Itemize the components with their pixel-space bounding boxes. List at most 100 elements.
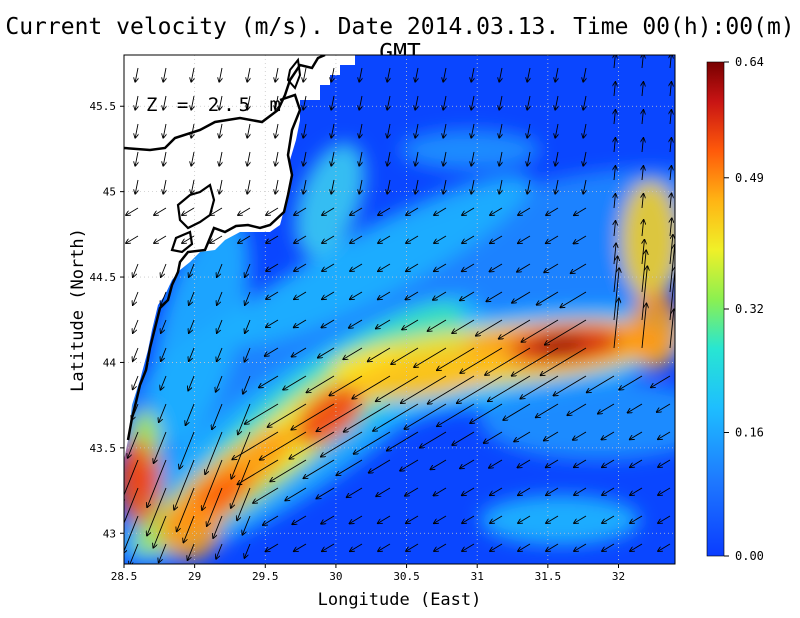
velocity-arrow [219, 95, 222, 110]
velocity-arrow [544, 431, 559, 441]
velocity-arrow [303, 95, 306, 110]
velocity-arrow [253, 487, 279, 503]
velocity-arrow [471, 151, 474, 166]
velocity-arrow [404, 403, 447, 429]
velocity-arrow [406, 207, 419, 215]
velocity-arrow [471, 67, 474, 82]
velocity-arrow [443, 179, 446, 194]
velocity-arrow [642, 82, 643, 97]
velocity-arrow [217, 319, 223, 333]
velocity-arrow [289, 431, 335, 459]
velocity-arrow [135, 151, 138, 166]
velocity-arrow [322, 291, 335, 299]
velocity-arrow [132, 403, 139, 420]
velocity-arrow [275, 67, 278, 82]
velocity-arrow [245, 347, 251, 362]
velocity-arrow [133, 319, 139, 333]
x-axis-ticks: 28.5 29 29.5 30 30.5 31 31.5 32 [111, 564, 625, 583]
velocity-arrow [322, 543, 335, 551]
velocity-arrow [462, 207, 475, 215]
velocity-arrow [415, 95, 418, 110]
velocity-arrow [503, 403, 531, 420]
velocity-arrow [430, 459, 447, 469]
velocity-arrow [574, 543, 587, 551]
velocity-arrow [499, 319, 531, 339]
velocity-arrow [154, 235, 167, 243]
colorbar-ticks: 0.00 0.16 0.32 0.49 0.64 [724, 55, 764, 563]
velocity-arrow [183, 515, 195, 542]
velocity-arrow [391, 347, 419, 364]
velocity-arrow [368, 347, 391, 361]
velocity-arrow [292, 347, 307, 357]
velocity-arrow [294, 207, 307, 215]
velocity-arrow [268, 403, 307, 427]
velocity-arrow [428, 319, 447, 331]
velocity-arrow [614, 244, 616, 265]
velocity-arrow [294, 291, 307, 299]
velocity-arrow [219, 179, 222, 194]
velocity-arrow [669, 235, 673, 265]
velocity-arrow [318, 347, 335, 358]
velocity-arrow [307, 375, 335, 392]
velocity-arrow [434, 207, 447, 215]
velocity-arrow [387, 151, 390, 166]
velocity-arrow [434, 263, 447, 271]
velocity-arrow [490, 263, 503, 271]
velocity-arrow [129, 543, 139, 564]
velocity-arrow [216, 543, 223, 559]
velocity-arrow [670, 110, 671, 125]
velocity-arrow [161, 263, 167, 277]
velocity-arrow [527, 95, 530, 110]
velocity-arrow [490, 235, 503, 243]
velocity-arrow [573, 431, 587, 440]
velocity-arrow [518, 487, 531, 495]
velocity-arrow [303, 151, 306, 166]
velocity-arrow [294, 235, 307, 243]
velocity-arrow [238, 403, 251, 434]
velocity-arrow [350, 543, 363, 551]
velocity-arrow [443, 67, 446, 82]
velocity-arrow [462, 235, 475, 243]
velocity-arrow [331, 151, 334, 166]
velocity-arrow [630, 459, 643, 467]
velocity-arrow [376, 319, 391, 329]
velocity-arrow [303, 67, 306, 82]
velocity-arrow [303, 179, 306, 194]
velocity-arrow [275, 123, 278, 138]
velocity-arrow [350, 207, 363, 215]
velocity-arrow [128, 431, 139, 458]
velocity-arrow [583, 95, 586, 110]
velocity-arrow [163, 179, 166, 194]
velocity-arrow [546, 515, 559, 523]
velocity-arrow [275, 179, 278, 194]
velocity-blob [229, 174, 531, 346]
velocity-arrow [329, 375, 363, 396]
velocity-arrow [554, 375, 587, 395]
velocity-arrow [191, 123, 194, 138]
velocity-arrow [186, 403, 195, 425]
x-axis-label: Longitude (East) [317, 590, 482, 610]
velocity-arrow [512, 347, 559, 376]
velocity-arrow [470, 403, 503, 423]
velocity-arrow [499, 179, 502, 194]
velocity-arrow [163, 95, 166, 110]
velocity-arrow [378, 291, 391, 299]
velocity-arrow [405, 487, 419, 496]
velocity-arrow [266, 263, 279, 271]
velocity-arrow [536, 403, 559, 417]
velocity-arrow [303, 123, 306, 138]
velocity-arrow [471, 95, 474, 110]
velocity-arrow [135, 67, 138, 82]
velocity-arrow [415, 179, 418, 194]
y-tick-label: 45 [103, 186, 116, 199]
velocity-arrow [434, 543, 447, 551]
velocity-arrow [188, 543, 195, 560]
velocity-arrow [574, 487, 587, 495]
velocity-arrow [488, 375, 531, 401]
velocity-arrow [354, 431, 391, 454]
velocity-arrow [263, 515, 279, 525]
velocity-arrow [191, 95, 194, 110]
velocity-arrow [587, 375, 615, 392]
velocity-arrow [527, 67, 530, 82]
